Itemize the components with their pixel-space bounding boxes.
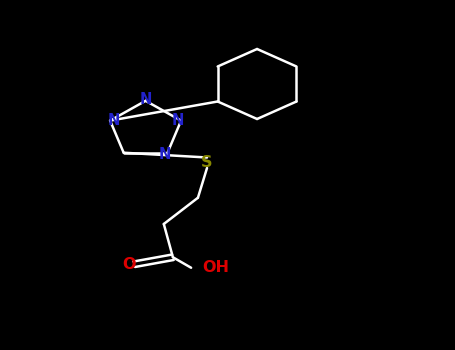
Text: N: N	[107, 113, 120, 128]
Text: S: S	[201, 155, 213, 170]
Text: O: O	[122, 257, 136, 272]
Text: N: N	[171, 113, 184, 128]
Text: N: N	[159, 147, 172, 162]
Text: OH: OH	[202, 260, 229, 275]
Text: N: N	[139, 92, 152, 106]
